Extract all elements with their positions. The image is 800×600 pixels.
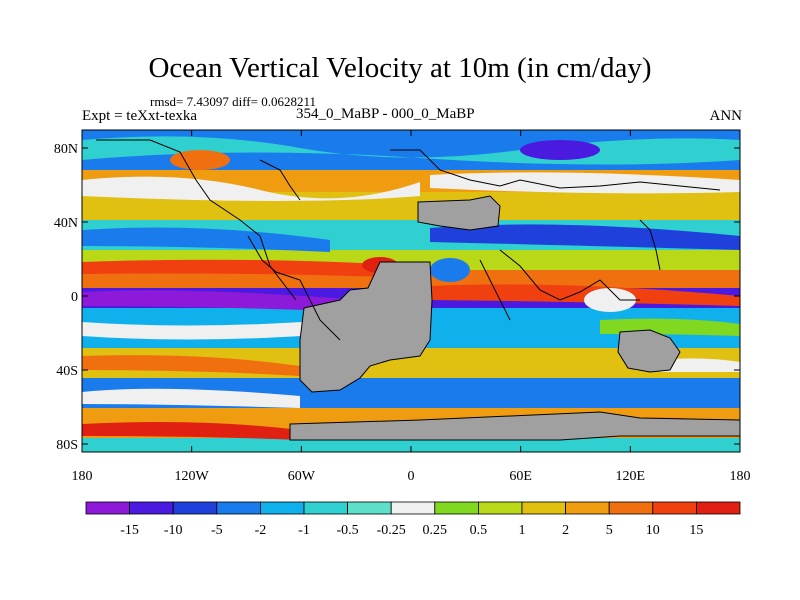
colorbar-label: -10	[164, 523, 183, 538]
colorbar-label: 15	[689, 523, 703, 538]
colorbar-swatch	[216, 501, 261, 515]
colorbar-label: 5	[606, 523, 613, 538]
colorbar-swatch	[390, 501, 436, 515]
y-tick-label: 40S	[56, 364, 78, 379]
y-tick-label: 0	[71, 290, 78, 305]
colorbar-swatch	[129, 501, 174, 515]
season-label: ANN	[709, 108, 743, 124]
colorbar-swatch	[434, 501, 479, 515]
colorbar: -15 -10 -5 -2 -1 -0.5 -0.25 0.25 0.5 1 2 5 10 15	[85, 501, 741, 538]
colorbar-label: -5	[211, 523, 223, 538]
colorbar-label: 0.5	[470, 523, 488, 538]
x-tick-label: 0	[408, 469, 415, 484]
y-tick-label: 80S	[56, 438, 78, 453]
x-tick-label: 180	[730, 469, 751, 484]
colorbar-label: 10	[646, 523, 660, 538]
y-tick-label: 40N	[54, 216, 78, 231]
colorbar-label: -0.25	[377, 523, 406, 538]
x-axis: 180 120W 60W 0 60E 120E 180	[72, 130, 751, 484]
colorbar-swatch	[85, 501, 130, 515]
colorbar-swatch	[172, 501, 218, 515]
colorbar-swatch	[565, 501, 610, 515]
x-tick-label: 120E	[616, 469, 646, 484]
colorbar-label: -1	[298, 523, 310, 538]
y-axis: 80N 40N 0 40S 80S	[54, 142, 740, 453]
colorbar-swatch	[608, 501, 654, 515]
colorbar-label: -0.5	[337, 523, 359, 538]
colorbar-label: 0.25	[423, 523, 448, 538]
colorbar-swatch	[696, 501, 741, 515]
colorbar-label: -15	[120, 523, 139, 538]
colorbar-swatch	[652, 501, 697, 515]
stats-text: rmsd= 7.43097 diff= 0.0628211	[150, 94, 316, 109]
experiment-label: Expt = teXxt-texka	[82, 108, 198, 124]
subtitle: 354_0_MaBP - 000_0_MaBP	[296, 106, 475, 122]
y-tick-label: 80N	[54, 142, 78, 157]
chart-title: Ocean Vertical Velocity at 10m (in cm/da…	[148, 52, 652, 84]
colorbar-swatch	[259, 501, 305, 515]
x-tick-label: 180	[72, 469, 93, 484]
x-tick-label: 60E	[509, 469, 532, 484]
coastlines	[96, 139, 721, 341]
colorbar-swatch	[303, 501, 348, 515]
colorbar-swatch	[477, 501, 523, 515]
colorbar-label: -2	[255, 523, 267, 538]
colorbar-swatch	[521, 501, 566, 515]
colorbar-label: 1	[519, 523, 526, 538]
x-tick-label: 120W	[175, 469, 210, 484]
colorbar-swatch	[347, 501, 392, 515]
x-tick-label: 60W	[288, 469, 316, 484]
land-masses	[289, 195, 740, 441]
colorbar-label: 2	[562, 523, 569, 538]
velocity-field	[82, 130, 740, 452]
